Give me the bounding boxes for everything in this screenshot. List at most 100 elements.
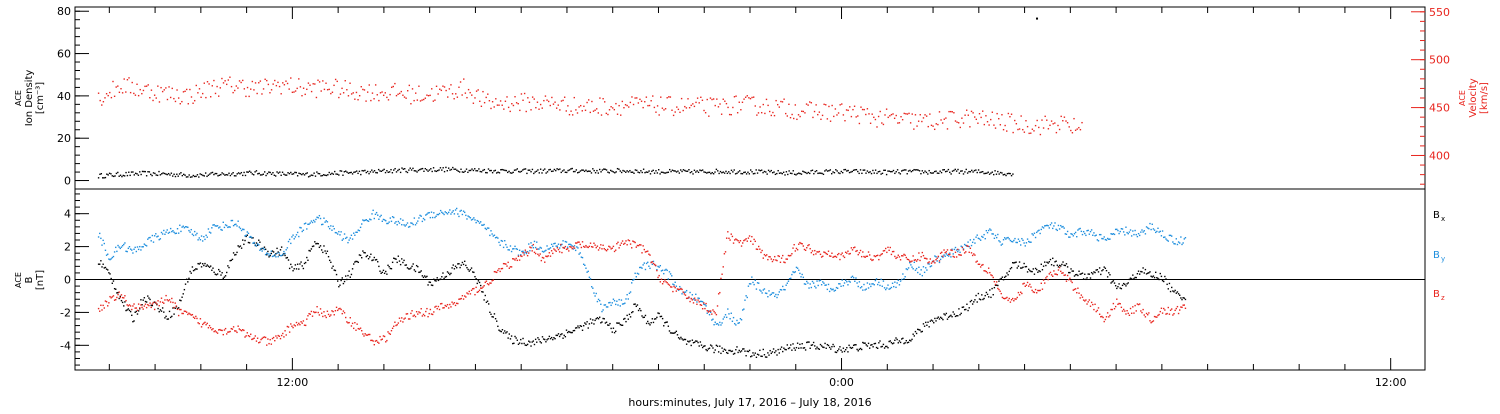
bx-point — [1095, 269, 1097, 271]
density-point — [833, 172, 836, 174]
by-point — [586, 271, 588, 273]
velocity-point — [865, 113, 867, 116]
by-point — [787, 280, 790, 282]
velocity-point — [1031, 128, 1034, 130]
by-point — [798, 269, 800, 271]
bx-point — [506, 331, 508, 333]
bx-point — [103, 267, 106, 269]
bz-point — [819, 253, 822, 256]
by-point — [857, 285, 859, 288]
density-point — [485, 171, 487, 174]
bx-point — [417, 265, 419, 268]
by-point — [372, 209, 374, 212]
by-point — [706, 312, 708, 314]
velocity-point — [488, 100, 491, 102]
velocity-point — [1050, 120, 1053, 122]
density-point — [837, 172, 840, 174]
bx-point — [1167, 288, 1169, 290]
density-point — [103, 177, 105, 179]
bz-point — [1121, 310, 1124, 312]
bx-point — [1078, 270, 1080, 272]
bz-point — [333, 314, 335, 316]
bz-point — [482, 286, 484, 288]
by-point — [634, 272, 636, 275]
by-point — [847, 284, 849, 286]
bz-point — [203, 322, 205, 324]
density-point — [949, 171, 951, 174]
bz-point — [561, 251, 563, 254]
bx-point — [553, 336, 555, 339]
bx-point — [121, 301, 124, 304]
density-point — [290, 171, 292, 174]
by-point — [324, 221, 326, 223]
by-point — [579, 252, 581, 254]
by-point — [1018, 240, 1021, 242]
bx-point — [589, 318, 592, 320]
density-point — [586, 170, 589, 173]
bx-point — [255, 242, 258, 244]
bz-point — [1013, 300, 1015, 302]
velocity-point — [448, 88, 451, 90]
bx-point — [1007, 274, 1009, 276]
density-point — [752, 173, 755, 175]
bx-point — [399, 263, 402, 266]
bx-point — [1016, 267, 1018, 269]
by-point — [628, 292, 631, 294]
bz-point — [1132, 306, 1134, 308]
velocity-point — [933, 128, 936, 131]
bx-point — [415, 264, 418, 267]
bz-point — [633, 241, 635, 243]
bz-point — [370, 339, 372, 342]
by-point — [285, 249, 287, 251]
bz-point — [856, 249, 858, 252]
bz-point — [189, 313, 191, 315]
density-point — [309, 175, 311, 177]
bz-point — [283, 336, 285, 338]
by-point — [381, 220, 384, 223]
bx-point — [350, 273, 353, 276]
bz-point — [737, 239, 739, 242]
by-point — [499, 244, 501, 246]
density-point — [909, 169, 911, 172]
velocity-point — [597, 112, 600, 114]
bx-point — [319, 245, 322, 247]
bz-point — [929, 258, 932, 260]
by-point — [263, 248, 266, 251]
density-point — [115, 172, 118, 175]
density-point — [1012, 173, 1014, 175]
by-point — [1066, 230, 1069, 233]
density-point — [755, 169, 757, 171]
by-point — [1078, 228, 1080, 230]
by-point — [272, 255, 275, 257]
density-point — [133, 174, 135, 176]
velocity-point — [610, 106, 612, 108]
density-point — [548, 169, 550, 171]
density-point — [224, 174, 226, 176]
bz-point — [542, 257, 545, 259]
bz-point — [404, 317, 406, 319]
bz-point — [555, 250, 557, 252]
velocity-point — [461, 94, 463, 96]
by-point — [343, 233, 346, 235]
by-point — [722, 318, 724, 320]
density-point — [707, 171, 709, 174]
bz-point — [513, 258, 515, 260]
bz-point — [144, 303, 147, 305]
density-point — [292, 173, 295, 175]
bz-point — [597, 249, 600, 251]
bz-point — [253, 337, 255, 339]
bx-point — [744, 350, 746, 352]
bz-point — [772, 259, 775, 261]
bz-point — [640, 244, 642, 246]
velocity-point — [845, 109, 848, 111]
bz-point — [390, 329, 393, 332]
density-point — [999, 171, 1002, 174]
bx-point — [835, 351, 838, 354]
bx-point — [99, 263, 101, 265]
bx-point — [569, 331, 571, 333]
bz-point — [223, 329, 226, 331]
by-point — [450, 213, 452, 215]
density-point — [907, 170, 910, 172]
by-point — [491, 233, 493, 235]
by-point — [930, 265, 933, 267]
